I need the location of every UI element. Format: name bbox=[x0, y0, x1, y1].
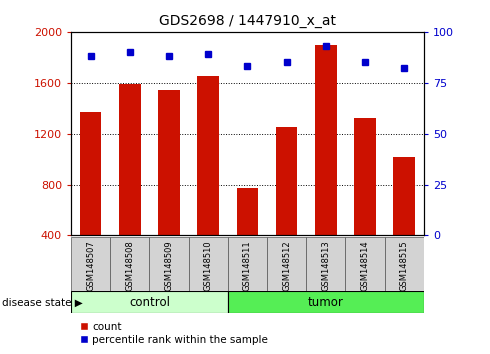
Text: GSM148512: GSM148512 bbox=[282, 240, 291, 291]
Text: GSM148507: GSM148507 bbox=[86, 240, 95, 291]
Bar bbox=[393, 156, 415, 235]
Bar bbox=[306, 237, 345, 292]
Bar bbox=[197, 76, 219, 235]
Title: GDS2698 / 1447910_x_at: GDS2698 / 1447910_x_at bbox=[159, 14, 336, 28]
Text: control: control bbox=[129, 296, 170, 309]
Text: GSM148509: GSM148509 bbox=[165, 240, 173, 291]
Bar bbox=[119, 84, 141, 235]
Text: GSM148513: GSM148513 bbox=[321, 240, 330, 291]
Bar bbox=[189, 237, 228, 292]
Bar bbox=[354, 118, 376, 235]
Bar bbox=[228, 291, 424, 313]
Bar bbox=[110, 237, 149, 292]
Bar bbox=[315, 45, 337, 235]
Bar bbox=[228, 237, 267, 292]
Text: disease state ▶: disease state ▶ bbox=[2, 297, 83, 307]
Text: tumor: tumor bbox=[308, 296, 344, 309]
Bar bbox=[71, 291, 228, 313]
Bar bbox=[345, 237, 385, 292]
Bar bbox=[385, 237, 424, 292]
Bar bbox=[276, 127, 297, 235]
Text: GSM148511: GSM148511 bbox=[243, 240, 252, 291]
Bar bbox=[149, 237, 189, 292]
Bar bbox=[237, 188, 258, 235]
Bar bbox=[80, 112, 101, 235]
Text: GSM148515: GSM148515 bbox=[400, 240, 409, 291]
Legend: count, percentile rank within the sample: count, percentile rank within the sample bbox=[76, 317, 272, 349]
Text: GSM148508: GSM148508 bbox=[125, 240, 134, 291]
Bar bbox=[158, 90, 180, 235]
Bar bbox=[267, 237, 306, 292]
Text: GSM148514: GSM148514 bbox=[361, 240, 369, 291]
Text: GSM148510: GSM148510 bbox=[204, 240, 213, 291]
Bar bbox=[71, 237, 110, 292]
